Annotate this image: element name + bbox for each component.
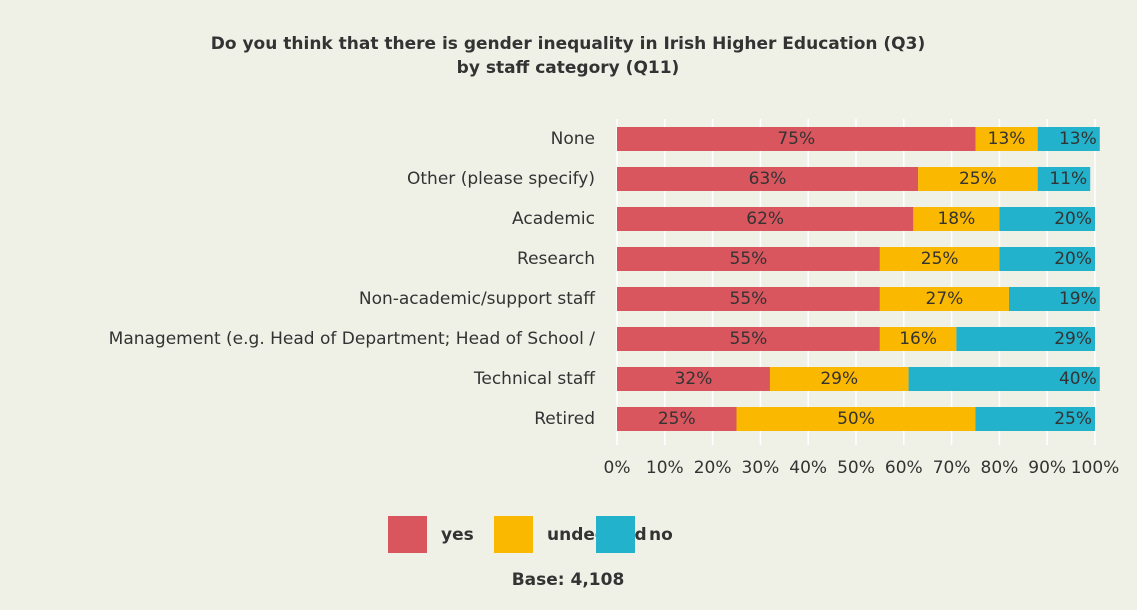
x-tick-label: 0% xyxy=(604,458,631,478)
y-tick-label: Other (please specify) xyxy=(407,169,595,189)
y-tick-label: Retired xyxy=(534,409,595,429)
data-label: 13% xyxy=(1059,129,1097,149)
bar-segment xyxy=(617,207,914,231)
bar-segment xyxy=(736,407,976,431)
bar-segment xyxy=(879,247,1000,271)
data-label: 25% xyxy=(658,409,696,429)
bar-segment xyxy=(956,327,1095,351)
data-label: 20% xyxy=(1054,249,1092,269)
bar-segment xyxy=(908,367,1100,391)
bar-segment xyxy=(617,167,919,191)
data-label: 25% xyxy=(959,169,997,189)
data-label: 40% xyxy=(1059,369,1097,389)
bar-segment xyxy=(1037,167,1091,191)
bar-segment xyxy=(617,407,737,431)
chart-title: by staff category (Q11) xyxy=(457,58,680,78)
x-tick-label: 10% xyxy=(646,458,684,478)
base-note: Base: 4,108 xyxy=(512,570,625,590)
y-tick-label: Academic xyxy=(512,209,595,229)
legend-swatch xyxy=(388,516,427,553)
bar-segment xyxy=(913,207,1000,231)
data-label: 32% xyxy=(675,369,713,389)
bar-segment xyxy=(1008,287,1100,311)
legend-label: no xyxy=(649,525,673,545)
data-label: 27% xyxy=(926,289,964,309)
bar-segment xyxy=(617,287,880,311)
chart-title: Do you think that there is gender inequa… xyxy=(211,34,925,54)
data-label: 55% xyxy=(730,329,768,349)
y-tick-label: Management (e.g. Head of Department; Hea… xyxy=(109,329,596,349)
x-tick-label: 20% xyxy=(694,458,732,478)
legend-label: yes xyxy=(441,525,474,545)
x-tick-label: 80% xyxy=(981,458,1019,478)
bar-segment xyxy=(879,287,1009,311)
bar-segment xyxy=(617,367,770,391)
legend-swatch xyxy=(596,516,635,553)
data-label: 75% xyxy=(777,129,815,149)
data-label: 13% xyxy=(988,129,1026,149)
legend-swatch xyxy=(494,516,533,553)
data-label: 29% xyxy=(820,369,858,389)
y-tick-label: None xyxy=(551,129,595,149)
y-tick-label: Technical staff xyxy=(473,369,596,389)
x-tick-label: 40% xyxy=(789,458,827,478)
data-label: 55% xyxy=(730,249,768,269)
x-tick-label: 50% xyxy=(837,458,875,478)
data-label: 25% xyxy=(921,249,959,269)
bar-segment xyxy=(769,367,909,391)
data-label: 29% xyxy=(1054,329,1092,349)
data-label: 50% xyxy=(837,409,875,429)
bar-segment xyxy=(975,407,1095,431)
bar-segment xyxy=(617,247,880,271)
y-tick-label: Non-academic/support staff xyxy=(359,289,596,309)
x-tick-label: 60% xyxy=(885,458,923,478)
x-tick-label: 100% xyxy=(1071,458,1120,478)
bar-segment xyxy=(999,207,1095,231)
y-tick-label: Research xyxy=(517,249,595,269)
x-tick-label: 90% xyxy=(1028,458,1066,478)
bar-segment xyxy=(617,327,880,351)
bar-segment xyxy=(918,167,1038,191)
data-label: 20% xyxy=(1054,209,1092,229)
bar-segment xyxy=(1037,127,1100,151)
data-label: 55% xyxy=(730,289,768,309)
bar-segment xyxy=(617,127,976,151)
x-tick-label: 70% xyxy=(933,458,971,478)
data-label: 11% xyxy=(1049,169,1087,189)
data-label: 25% xyxy=(1054,409,1092,429)
x-tick-label: 30% xyxy=(742,458,780,478)
data-label: 16% xyxy=(899,329,937,349)
data-label: 19% xyxy=(1059,289,1097,309)
bar-segment xyxy=(879,327,957,351)
data-label: 63% xyxy=(749,169,787,189)
data-label: 18% xyxy=(937,209,975,229)
bar-segment xyxy=(975,127,1038,151)
bar-segment xyxy=(999,247,1095,271)
data-label: 62% xyxy=(746,209,784,229)
